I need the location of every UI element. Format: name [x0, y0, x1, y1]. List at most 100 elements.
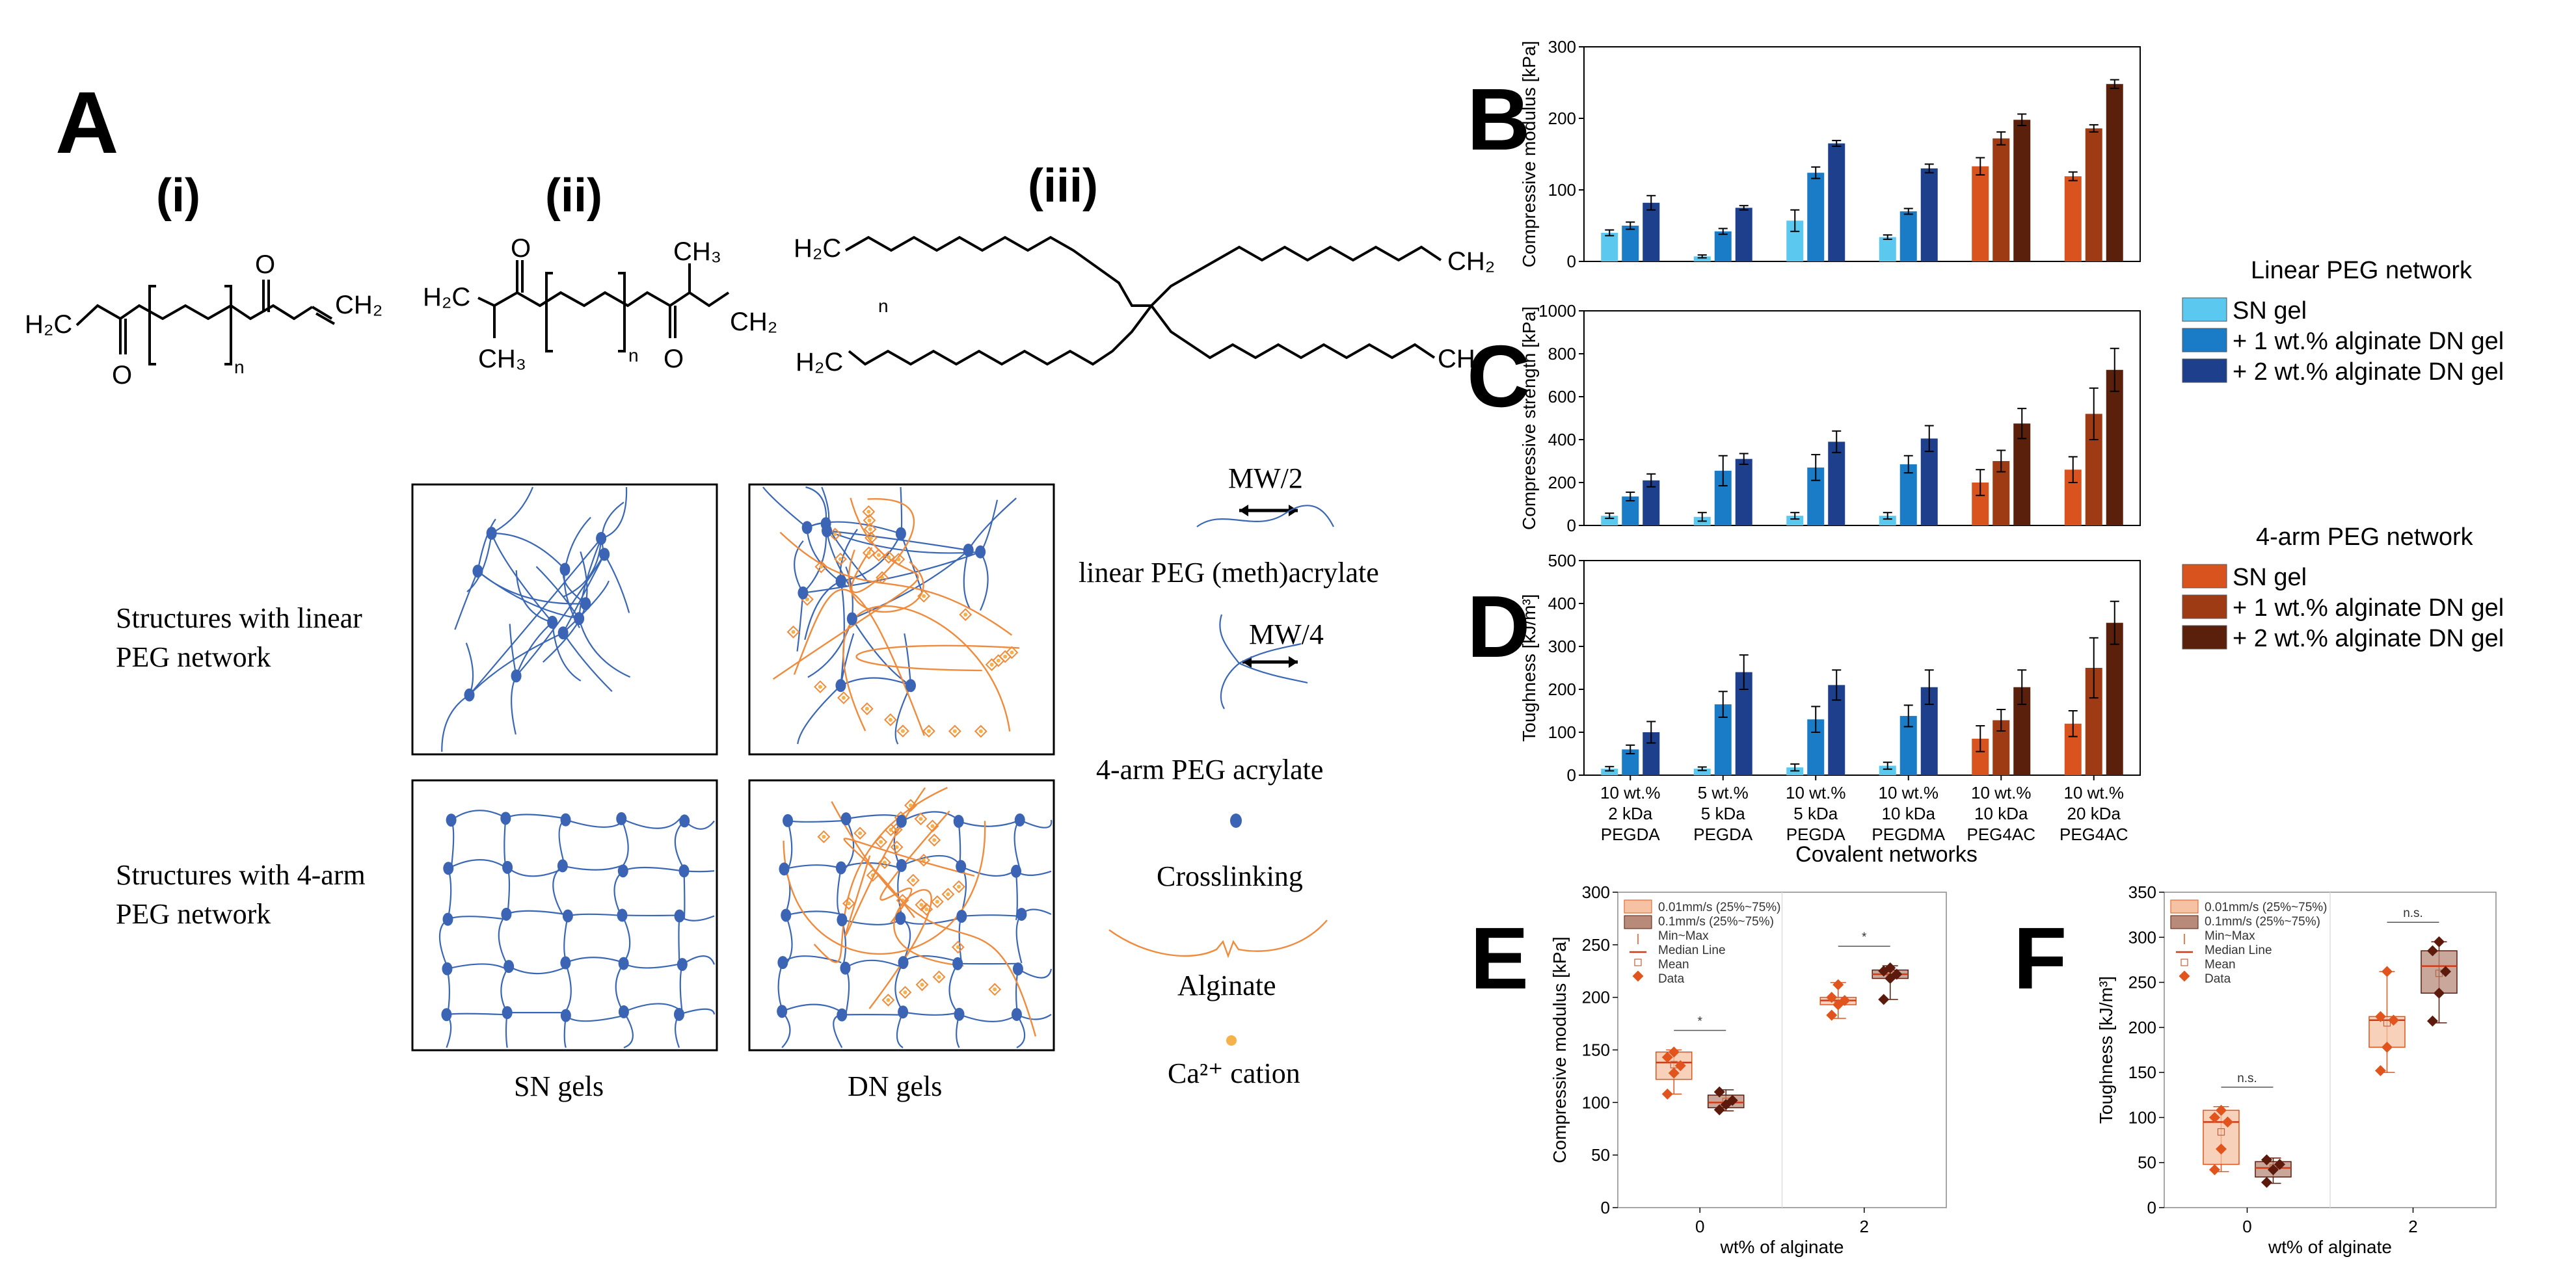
calcium-ion — [833, 532, 837, 537]
crosslink-node — [547, 615, 558, 629]
x-group-label: 10 kDa — [1882, 804, 1936, 823]
alginate-junction — [896, 724, 909, 738]
bar — [1601, 233, 1618, 261]
legend-item-label: Min~Max — [2205, 929, 2255, 943]
significance-label: * — [1698, 1015, 1703, 1029]
panel-a: A (i) H₂C O O n CH₂ (ii) H₂C O O CH₃ CH₃ — [25, 73, 1495, 1102]
calcium-ion — [937, 975, 941, 979]
calcium-ion — [919, 903, 924, 907]
crosslink-node — [560, 956, 571, 970]
alginate-chain — [842, 605, 1011, 732]
crosslink-node — [677, 958, 688, 972]
alginate-junction — [814, 680, 827, 694]
crosslink-node — [580, 597, 591, 611]
y-tick-label: 0 — [2147, 1198, 2156, 1217]
y-tick-label: 400 — [1548, 594, 1576, 613]
legend-swatch — [2182, 564, 2227, 589]
calcium-ion — [903, 990, 907, 995]
alginate-junction — [882, 550, 896, 564]
alginate-junction — [914, 812, 928, 826]
alginate-junction — [974, 724, 987, 738]
calcium-ion — [841, 696, 846, 700]
row-label-linear-1: Structures with linear — [116, 602, 362, 634]
data-point — [2381, 966, 2393, 977]
alginate-junction — [948, 724, 961, 738]
network-chain — [797, 685, 842, 745]
alginate-chain-icon — [1108, 920, 1328, 959]
network-chain — [852, 550, 969, 620]
y-tick-label: 150 — [1582, 1040, 1610, 1060]
y-tick-label: 200 — [1548, 109, 1576, 128]
network-chain — [840, 581, 845, 686]
network-chain — [508, 966, 568, 975]
x-group-label: 20 kDa — [2067, 804, 2121, 823]
crosslink-node — [840, 812, 852, 826]
y-tick-label: 400 — [1548, 430, 1576, 449]
alginate-junction — [930, 895, 944, 908]
alginate-junction — [932, 970, 946, 984]
crosslink-node — [835, 679, 846, 693]
alginate-junction — [863, 514, 876, 527]
legend-item-label: Median Line — [2205, 944, 2272, 957]
crosslink-node — [781, 908, 792, 922]
alginate-junction — [863, 522, 877, 536]
network-chain — [515, 570, 553, 623]
crosslink-node — [596, 531, 607, 545]
network-chain — [804, 580, 842, 641]
legend-item-label: + 2 wt.% alginate DN gel — [2233, 625, 2504, 652]
network-chain — [562, 865, 622, 871]
alginate-junction — [985, 658, 999, 671]
structure-i-right-group: CH₂ — [335, 291, 382, 319]
y-tick-label: 0 — [1601, 1198, 1610, 1217]
alginate-junction — [928, 833, 941, 847]
crosslink-node-icon — [1230, 814, 1242, 828]
structure-iii-top-left: H₂C — [794, 234, 841, 263]
calcium-ion — [956, 945, 960, 949]
bar — [1879, 516, 1896, 525]
crosslink-node — [501, 907, 512, 921]
calcium-ion — [922, 594, 926, 598]
x-group-label: PEGDA — [1601, 825, 1661, 844]
panel-label-e: E — [1470, 909, 1529, 1007]
network-chain — [491, 532, 566, 570]
legend-item-label: + 1 wt.% alginate DN gel — [2233, 328, 2504, 355]
calcium-ion — [868, 536, 873, 540]
data-point — [2381, 1041, 2393, 1053]
x-group-label: 5 kDa — [1701, 804, 1745, 823]
network-chain — [552, 622, 582, 682]
calcium-ion — [887, 555, 891, 559]
alginate-chain — [772, 497, 919, 680]
crosslink-node — [1012, 962, 1023, 975]
calcium-ion — [924, 907, 929, 912]
row-label-fourarm-2: PEG network — [116, 898, 271, 930]
bar — [1899, 464, 1917, 525]
alginate-junction — [861, 702, 874, 715]
y-axis-label: Toughness [kJ/m³] — [2096, 976, 2116, 1124]
alginate-junction — [786, 625, 800, 639]
mean-marker — [2383, 1019, 2391, 1027]
network-chain — [781, 1003, 841, 1013]
x-group-label: PEG4AC — [1967, 825, 2036, 844]
alginate-chain — [793, 589, 925, 736]
calcium-ion — [919, 817, 923, 821]
crosslink-node — [442, 912, 453, 926]
calcium-ion — [889, 828, 893, 832]
crosslink-node — [559, 563, 570, 576]
structure-ii-methyl-left: CH₃ — [478, 345, 526, 373]
y-tick-label: 200 — [1548, 473, 1576, 492]
y-axis-label: Compressive strength [kPa] — [1519, 306, 1539, 530]
crosslink-node — [975, 545, 986, 559]
crosslink-node — [560, 1009, 571, 1022]
x-axis-label: wt% of alginate — [1720, 1237, 1844, 1257]
bar — [1879, 765, 1896, 775]
alginate-junction — [951, 940, 965, 954]
data-point — [2222, 1116, 2233, 1128]
network-chain — [621, 818, 629, 868]
legend-item-label: Data — [1658, 972, 1685, 986]
network-chain — [565, 957, 624, 964]
calcium-ion — [866, 551, 871, 555]
network-chain — [447, 963, 506, 970]
structure-iii-bottom-right: CH₂ — [1438, 345, 1485, 373]
alginate-junction — [922, 724, 935, 738]
bar — [1828, 143, 1845, 261]
